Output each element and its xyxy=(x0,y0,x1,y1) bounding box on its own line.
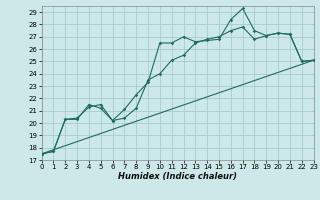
X-axis label: Humidex (Indice chaleur): Humidex (Indice chaleur) xyxy=(118,172,237,181)
